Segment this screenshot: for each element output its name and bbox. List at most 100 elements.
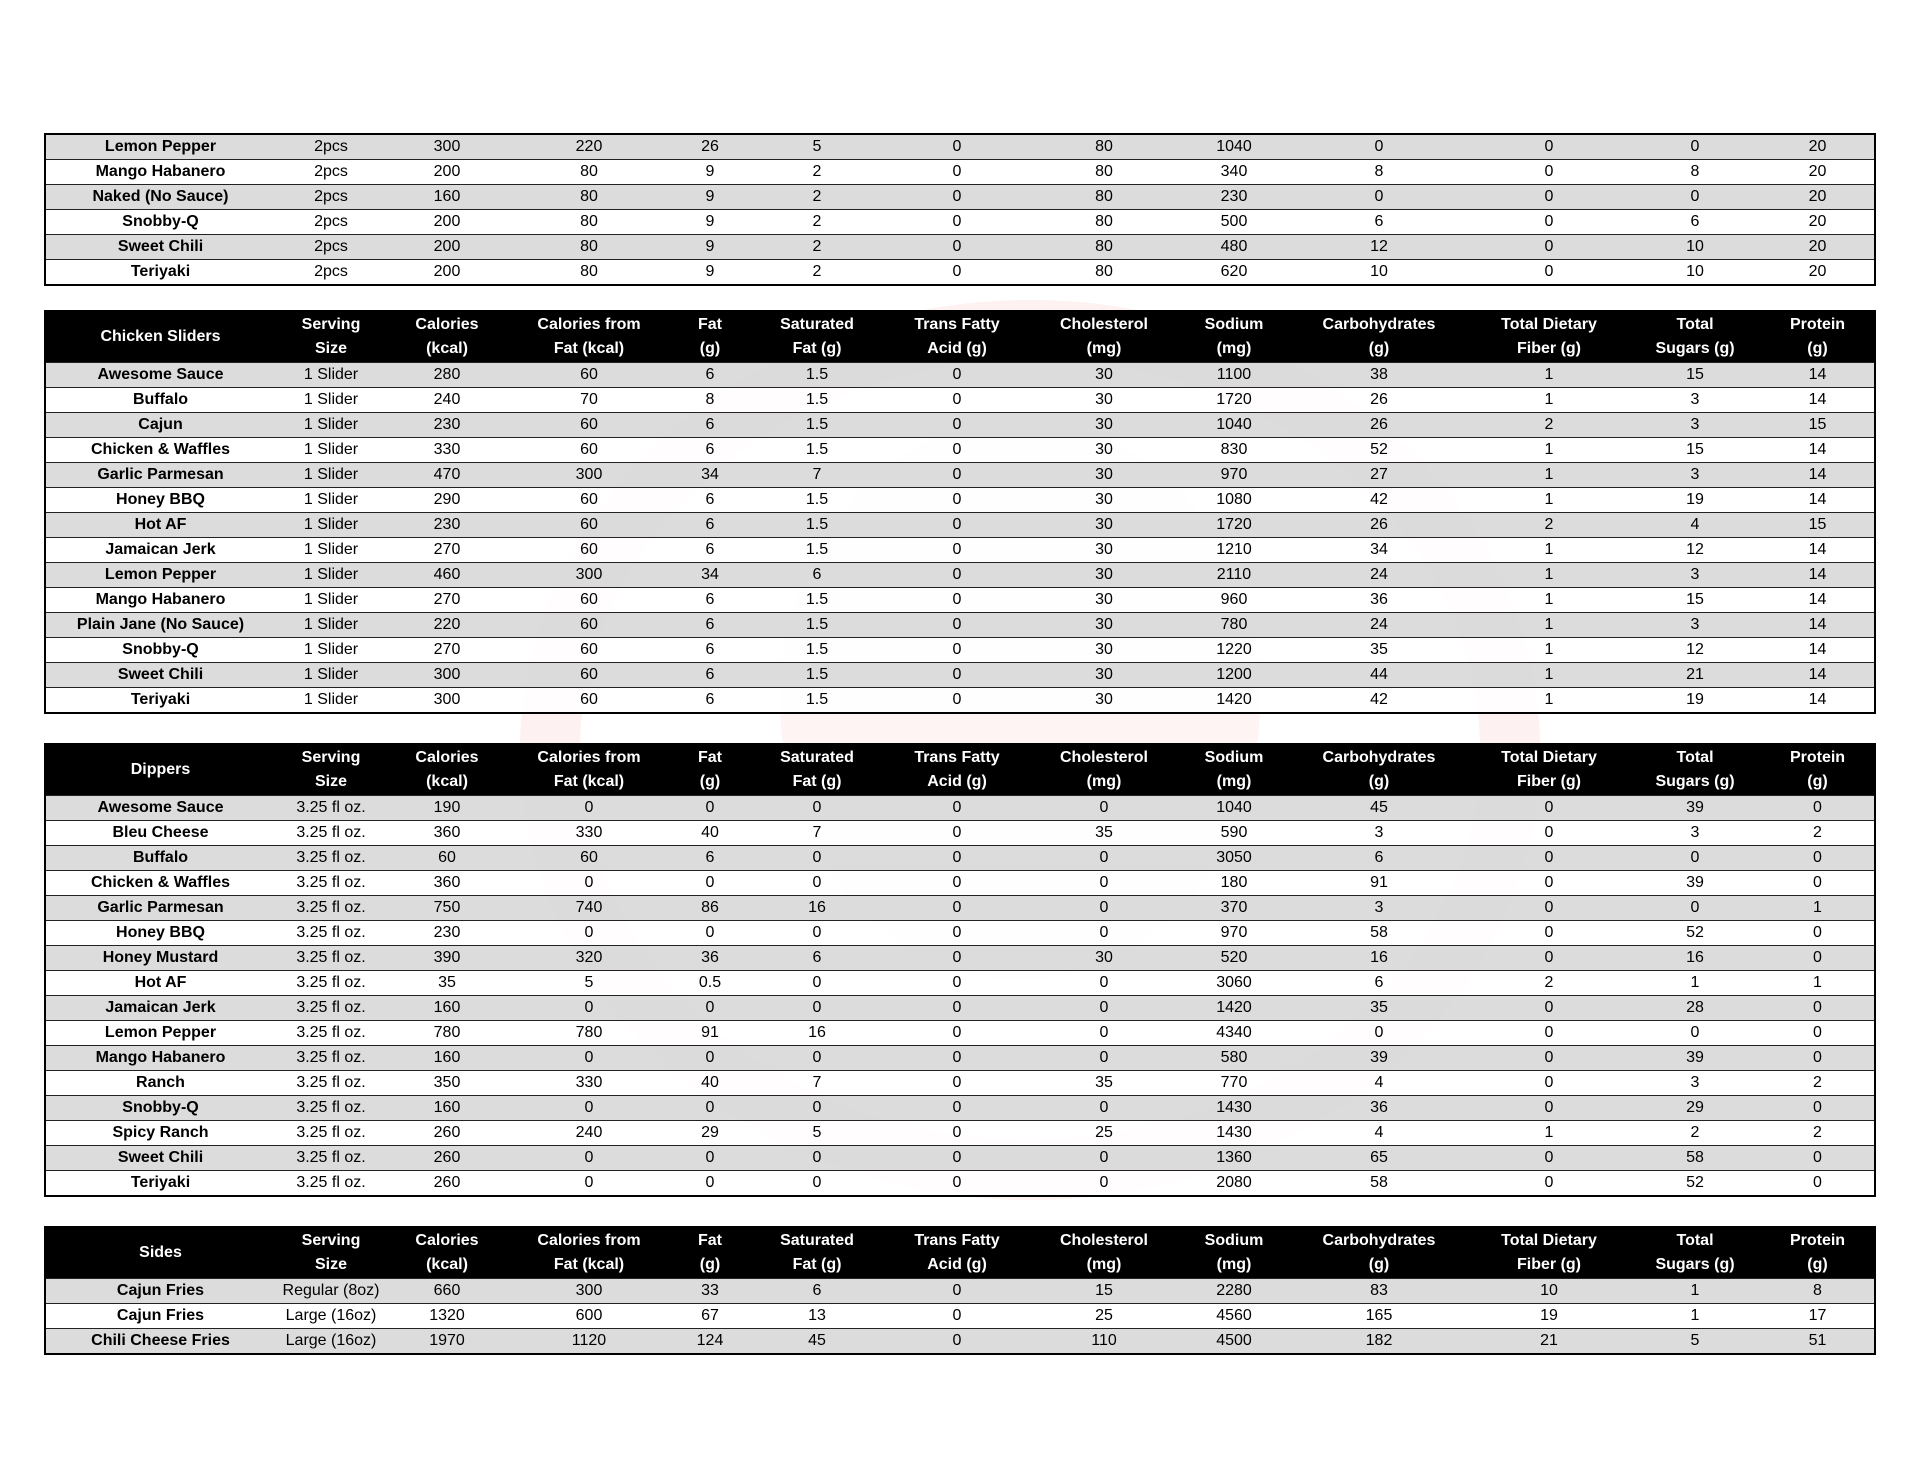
column-header-line: Cholesterol xyxy=(1059,1232,1148,1249)
nutrient-value: 0 xyxy=(749,995,885,1021)
nutrient-value: 1 Slider xyxy=(275,387,387,413)
nutrient-value: 91 xyxy=(671,1020,749,1046)
nutrient-value: 2080 xyxy=(1179,1170,1289,1196)
nutrient-value: 30 xyxy=(1029,562,1179,588)
nutrient-value: 1 xyxy=(1629,970,1761,996)
nutrient-value: 0 xyxy=(1469,1170,1629,1196)
nutrient-value: 3.25 fl oz. xyxy=(275,1045,387,1071)
nutrient-value: 0 xyxy=(1469,1095,1629,1121)
nutrient-value: 30 xyxy=(1029,362,1179,388)
column-header-line: Protein xyxy=(1789,749,1846,766)
column-header: Total Sugars (g) xyxy=(1629,1227,1761,1279)
table-row: Buffalo 1 Slider 240 70 8 1.5 0 30 1720 26 1 3 14 xyxy=(45,387,1875,413)
column-header: Total Dietary Fiber (g) xyxy=(1469,311,1629,363)
nutrient-value: 3.25 fl oz. xyxy=(275,895,387,921)
item-name: Jamaican Jerk xyxy=(45,995,275,1021)
nutrient-value: 3.25 fl oz. xyxy=(275,1145,387,1171)
nutrient-value: 30 xyxy=(1029,612,1179,638)
table-row: Buffalo 3.25 fl oz. 60 60 6 0 0 0 3050 6 0 0 0 xyxy=(45,845,1875,871)
nutrient-value: 960 xyxy=(1179,587,1289,613)
table-row: Chicken & Waffles 1 Slider 330 60 6 1.5 0 30 830… xyxy=(45,437,1875,463)
item-name: Spicy Ranch xyxy=(45,1120,275,1146)
nutrient-value: 4560 xyxy=(1179,1303,1289,1329)
nutrient-value: 20 xyxy=(1761,234,1875,260)
nutrient-value: 3060 xyxy=(1179,970,1289,996)
nutrient-value: 290 xyxy=(387,487,507,513)
nutrient-value: 260 xyxy=(387,1120,507,1146)
table-row: Teriyaki 1 Slider 300 60 6 1.5 0 30 1420 42 1 19 14 xyxy=(45,687,1875,713)
nutrient-value: 0 xyxy=(885,845,1029,871)
wings-continued-table: Lemon Pepper 2pcs 300 220 26 5 0 80 1040 0 0 0 20 Man… xyxy=(44,133,1876,286)
column-header-line: (g) xyxy=(1368,773,1390,790)
nutrient-value: 15 xyxy=(1761,412,1875,438)
nutrient-value: 1.5 xyxy=(749,687,885,713)
nutrient-value: 36 xyxy=(671,945,749,971)
column-header-line: Sugars (g) xyxy=(1655,1256,1735,1273)
nutrient-value: 6 xyxy=(671,362,749,388)
item-name: Snobby-Q xyxy=(45,1095,275,1121)
nutrient-value: 7 xyxy=(749,462,885,488)
nutrient-value: 29 xyxy=(1629,1095,1761,1121)
nutrient-value: 3 xyxy=(1629,612,1761,638)
column-header: Sodium (mg) xyxy=(1179,1227,1289,1279)
nutrient-value: 0 xyxy=(671,1145,749,1171)
nutrient-value: Large (16oz) xyxy=(275,1303,387,1329)
nutrient-value: 1 xyxy=(1629,1303,1761,1329)
column-header: Sodium (mg) xyxy=(1179,311,1289,363)
nutrient-value: 30 xyxy=(1029,487,1179,513)
nutrient-value: 0 xyxy=(1469,1045,1629,1071)
nutrient-value: 1.5 xyxy=(749,612,885,638)
nutrient-value: 2pcs xyxy=(275,159,387,185)
nutrient-value: 260 xyxy=(387,1170,507,1196)
column-header-line: (mg) xyxy=(1216,1256,1252,1273)
nutrient-value: 1080 xyxy=(1179,487,1289,513)
nutrient-value: 60 xyxy=(507,512,671,538)
nutrient-value: 182 xyxy=(1289,1328,1469,1354)
nutrient-value: 3.25 fl oz. xyxy=(275,845,387,871)
nutrient-value: 24 xyxy=(1289,612,1469,638)
nutrient-value: 8 xyxy=(671,387,749,413)
nutrient-value: 0 xyxy=(885,512,1029,538)
nutrient-value: 58 xyxy=(1629,1145,1761,1171)
nutrient-value: 1.5 xyxy=(749,362,885,388)
nutrient-value: 220 xyxy=(387,612,507,638)
nutrient-value: 0 xyxy=(885,920,1029,946)
table-row: Hot AF 3.25 fl oz. 35 5 0.5 0 0 0 3060 6 2 1 1 xyxy=(45,970,1875,996)
nutrient-value: 86 xyxy=(671,895,749,921)
nutrient-value: 15 xyxy=(1629,587,1761,613)
column-header-line: (g) xyxy=(699,773,721,790)
column-header: Trans Fatty Acid (g) xyxy=(885,1227,1029,1279)
nutrient-value: 2280 xyxy=(1179,1278,1289,1304)
item-name: Chili Cheese Fries xyxy=(45,1328,275,1354)
nutrient-value: 6 xyxy=(1289,209,1469,235)
nutrient-value: 0 xyxy=(1469,259,1629,285)
nutrient-value: 20 xyxy=(1761,184,1875,210)
nutrient-value: 0 xyxy=(885,487,1029,513)
nutrient-value: 3.25 fl oz. xyxy=(275,970,387,996)
nutrient-value: 30 xyxy=(1029,945,1179,971)
nutrient-value: 15 xyxy=(1761,512,1875,538)
nutrient-value: 0 xyxy=(1761,920,1875,946)
nutrient-value: 240 xyxy=(507,1120,671,1146)
nutrient-value: 0 xyxy=(671,995,749,1021)
nutrient-value: 160 xyxy=(387,1095,507,1121)
nutrient-value: 620 xyxy=(1179,259,1289,285)
nutrient-value: 0 xyxy=(749,1095,885,1121)
nutrient-value: 1040 xyxy=(1179,134,1289,160)
nutrient-value: 5 xyxy=(507,970,671,996)
nutrient-value: 0 xyxy=(749,845,885,871)
nutrient-value: 0 xyxy=(885,462,1029,488)
nutrient-value: 0 xyxy=(507,795,671,821)
nutrient-value: 1 Slider xyxy=(275,537,387,563)
nutrient-value: 3.25 fl oz. xyxy=(275,795,387,821)
nutrient-value: 1 Slider xyxy=(275,562,387,588)
nutrient-value: 300 xyxy=(507,562,671,588)
nutrient-value: 0 xyxy=(1469,134,1629,160)
nutrient-value: 0 xyxy=(885,387,1029,413)
nutrient-value: 3.25 fl oz. xyxy=(275,870,387,896)
nutrient-value: 4 xyxy=(1289,1120,1469,1146)
nutrient-value: 1 Slider xyxy=(275,612,387,638)
column-header: Total Sugars (g) xyxy=(1629,744,1761,796)
nutrient-value: 35 xyxy=(387,970,507,996)
nutrient-value: 200 xyxy=(387,209,507,235)
